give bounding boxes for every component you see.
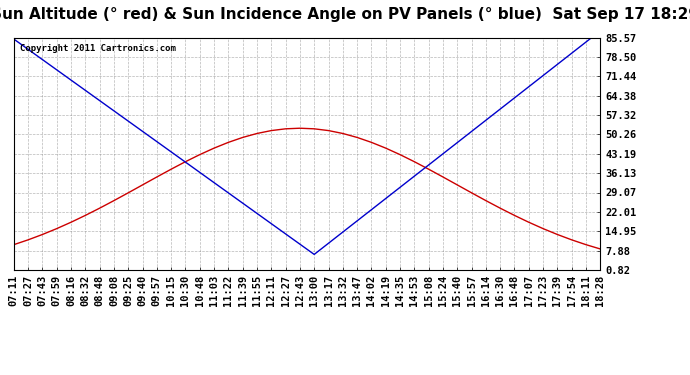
Text: Copyright 2011 Cartronics.com: Copyright 2011 Cartronics.com [19,45,175,54]
Text: Sun Altitude (° red) & Sun Incidence Angle on PV Panels (° blue)  Sat Sep 17 18:: Sun Altitude (° red) & Sun Incidence Ang… [0,8,690,22]
